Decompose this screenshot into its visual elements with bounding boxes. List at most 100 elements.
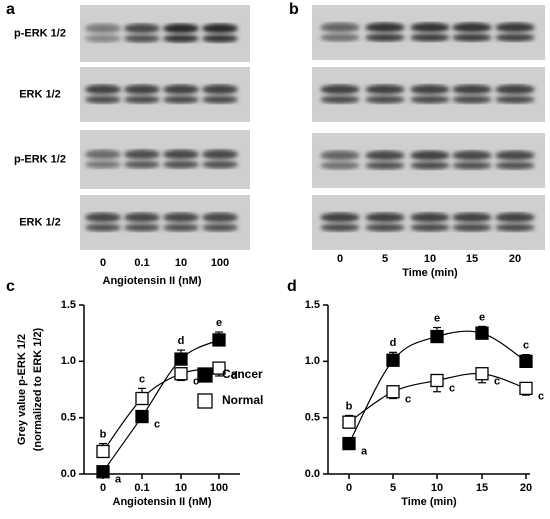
legend-swatch [197, 393, 213, 409]
lane-label: 5 [382, 253, 388, 265]
blot-band [123, 23, 161, 34]
blot-band [365, 150, 405, 161]
blot-band [84, 84, 122, 95]
blot-band [123, 34, 161, 43]
blot-band [495, 95, 535, 104]
row-label: ERK 1/2 [19, 88, 61, 100]
blot-strip [80, 195, 250, 250]
blot-band [162, 160, 200, 169]
blot-strip [80, 130, 250, 189]
blot-band [320, 33, 360, 42]
data-point [430, 373, 444, 388]
significance-letter: d [231, 370, 238, 382]
blot-band [123, 149, 161, 160]
blot-band [495, 33, 535, 42]
blot-band [84, 34, 122, 43]
blot-strip [80, 67, 250, 122]
blot-band [452, 161, 492, 170]
y-tick-label: 1.5 [305, 299, 320, 311]
legend-label: Cancer [222, 367, 263, 381]
y-tick-label: 1.0 [305, 355, 320, 367]
blot-band [495, 150, 535, 161]
x-tick-label: 15 [476, 482, 488, 494]
x-tick-label: 0 [346, 482, 352, 494]
blot-band [495, 212, 535, 223]
y-axis-title: (normalized to ERK 1/2) [32, 327, 44, 451]
y-tick-label: 0.0 [305, 468, 320, 480]
fit-line [102, 339, 220, 473]
blot-strip [80, 5, 250, 62]
significance-letter: b [346, 400, 353, 412]
blot-band [320, 223, 360, 232]
panel-letter: d [287, 278, 297, 295]
significance-letter: e [479, 311, 485, 323]
blot-band [201, 95, 239, 104]
blot-band [452, 150, 492, 161]
panel-letter: a [6, 1, 15, 18]
blot-strip [312, 133, 545, 188]
x-tick-label: 0 [100, 482, 106, 494]
blot-band [201, 23, 239, 34]
significance-letter: c [523, 339, 529, 351]
x-axis-title: Angiotensin II (nM) [113, 496, 212, 508]
blot-strip [312, 67, 545, 122]
blot-band [84, 223, 122, 232]
significance-letter: d [390, 337, 397, 349]
data-point [342, 415, 356, 429]
blot-band [452, 84, 492, 95]
blot-band [162, 149, 200, 160]
data-point [519, 354, 533, 368]
blot-band [320, 161, 360, 170]
data-point [135, 409, 149, 424]
x-tick-label: 0.1 [134, 482, 149, 494]
blot-band [410, 212, 450, 223]
data-point [475, 367, 489, 381]
significance-letter: e [216, 317, 222, 329]
blot-band [162, 212, 200, 223]
significance-letter: b [100, 428, 107, 440]
significance-letter: c [538, 390, 544, 402]
legend-label: Normal [222, 393, 263, 407]
blot-band [452, 223, 492, 232]
data-point [386, 353, 400, 367]
blot-band [495, 84, 535, 95]
row-label: p-ERK 1/2 [14, 27, 66, 39]
lane-label: 0.1 [134, 257, 149, 269]
blot-band [162, 23, 200, 34]
blot-band [495, 223, 535, 232]
significance-letter: c [154, 418, 160, 430]
panel-letter: c [6, 278, 15, 295]
blot-background [312, 5, 545, 60]
blot-band [320, 95, 360, 104]
blot-strip [312, 195, 545, 250]
blot-band [201, 34, 239, 43]
panel-letter: b [289, 1, 299, 18]
blot-band [365, 223, 405, 232]
blot-band [201, 223, 239, 232]
x-tick-label: 10 [175, 482, 187, 494]
blot-band [452, 95, 492, 104]
blot-band [84, 149, 122, 160]
data-point [212, 361, 226, 375]
blot-band [123, 84, 161, 95]
blot-band [201, 160, 239, 169]
lane-label: 100 [211, 257, 229, 269]
y-tick-label: 0.0 [61, 468, 76, 480]
blot-band [84, 95, 122, 104]
blot-band [410, 84, 450, 95]
blot-band [320, 212, 360, 223]
data-point [342, 436, 356, 451]
legend-swatch [197, 367, 213, 383]
blot-band [410, 150, 450, 161]
blot-background [80, 5, 250, 62]
significance-letter: a [115, 474, 122, 486]
blot-band [162, 95, 200, 104]
lane-label: 0 [337, 253, 343, 265]
significance-letter: e [434, 312, 440, 324]
blot-band [84, 23, 122, 34]
blot-band [123, 223, 161, 232]
blot-background [312, 67, 545, 122]
y-tick-label: 1.5 [61, 299, 76, 311]
x-tick-label: 20 [520, 482, 532, 494]
blot-band [201, 149, 239, 160]
